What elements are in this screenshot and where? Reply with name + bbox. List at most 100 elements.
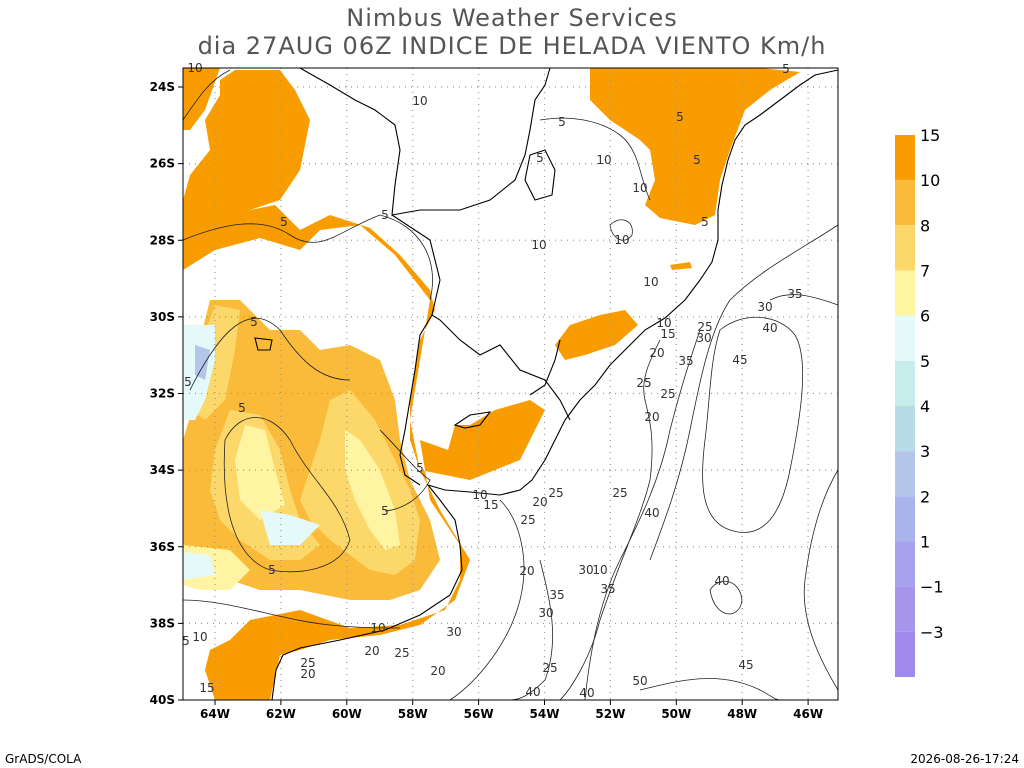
contour-label: 45 (732, 353, 747, 367)
contour-label: 5 (693, 153, 701, 167)
lat-label: 36S (150, 540, 175, 554)
colorbar-box (895, 315, 915, 361)
colorbar-label: 1 (920, 533, 930, 552)
colorbar-label: −1 (920, 578, 944, 597)
contour-label: 15 (660, 327, 675, 341)
lat-label: 24S (150, 80, 175, 94)
colorbar-label: 10 (920, 171, 940, 190)
lat-label: 30S (150, 310, 175, 324)
contour-label: 5 (381, 208, 389, 222)
contour-label: 20 (644, 410, 659, 424)
contour-label: 20 (649, 346, 664, 360)
contour-label: 15 (483, 498, 498, 512)
contour-label: 10 (632, 181, 647, 195)
contour-label: 10 (614, 233, 629, 247)
subtitle: dia 27AUG 06Z INDICE DE HELADA VIENTO Km… (198, 32, 827, 60)
coastline (254, 67, 839, 701)
contour-label: 10 (596, 153, 611, 167)
lon-label: 62W (266, 707, 296, 721)
colorbar-label: 4 (920, 397, 930, 416)
contour-label: 25 (612, 486, 627, 500)
contour-label: 25 (394, 646, 409, 660)
contour-label: 30 (578, 563, 593, 577)
contour-label: 25 (548, 486, 563, 500)
lat-label: 26S (150, 157, 175, 171)
contour-label: 5 (381, 504, 389, 518)
contours (182, 69, 839, 701)
colorbar-label: 7 (920, 262, 930, 281)
contour-label: 30 (538, 606, 553, 620)
contour-label: 20 (364, 644, 379, 658)
colorbar-box (895, 541, 915, 587)
colorbar: 15 10 8 7 6 5 4 3 2 1 −1 −3 (895, 126, 944, 677)
contour-label: 10 (472, 488, 487, 502)
lat-label: 32S (150, 387, 175, 401)
contour-label: 50 (632, 674, 647, 688)
contour-label: 25 (300, 656, 315, 670)
contour-label: 20 (300, 667, 315, 681)
contour-label: 40 (525, 685, 540, 699)
contour-label: 25 (542, 661, 557, 675)
contour-label: 10 (192, 630, 207, 644)
contour-label: 5 (676, 110, 684, 124)
contour-label: 10 (656, 316, 671, 330)
contour-label: 5 (250, 315, 258, 329)
contour-label: 5 (268, 563, 276, 577)
lon-label: 52W (595, 707, 625, 721)
colorbar-box (895, 496, 915, 542)
contour-label: 35 (787, 287, 802, 301)
contour-label: 5 (701, 215, 709, 229)
lon-label: 56W (464, 707, 494, 721)
contour-label: 45 (738, 658, 753, 672)
footer-left: GrADS/COLA (5, 752, 82, 766)
contour-label: 40 (714, 574, 729, 588)
contour-label: 25 (697, 320, 712, 334)
contour-label: 10 (531, 238, 546, 252)
contour-label: 10 (412, 94, 427, 108)
title: Nimbus Weather Services (346, 4, 677, 32)
contour-label: 40 (644, 506, 659, 520)
contour-label: 30 (696, 331, 711, 345)
contour-label: 5 (280, 215, 288, 229)
lon-label: 46W (793, 707, 823, 721)
axes: 24S 26S 28S 30S 32S 34S 36S 38S 40S 64W 62W 60W 58W 5… (150, 80, 823, 721)
contour-label: 5 (184, 375, 192, 389)
lon-label: 54W (530, 707, 560, 721)
contour-label: 20 (519, 564, 534, 578)
colorbar-box (895, 631, 915, 677)
colorbar-label: −3 (920, 623, 944, 642)
contour-label: 10 (592, 563, 607, 577)
colorbar-label: 3 (920, 442, 930, 461)
contour-label: 5 (182, 634, 190, 648)
contour-label: 30 (757, 300, 772, 314)
colorbar-box (895, 451, 915, 497)
lon-label: 64W (200, 707, 230, 721)
colorbar-box (895, 225, 915, 271)
lon-label: 50W (661, 707, 691, 721)
colorbar-box (895, 180, 915, 226)
colorbar-label: 5 (920, 352, 930, 371)
contour-label: 20 (430, 664, 445, 678)
lat-label: 38S (150, 616, 175, 630)
colorbar-label: 6 (920, 307, 930, 326)
lat-label: 34S (150, 463, 175, 477)
contour-label: 5 (416, 461, 424, 475)
contour-label: 30 (446, 625, 461, 639)
map-frame (182, 67, 839, 701)
shading (183, 68, 800, 700)
colorbar-label: 2 (920, 487, 930, 506)
contour-label: 35 (678, 354, 693, 368)
contour-label: 5 (536, 151, 544, 165)
contour-label: 10 (370, 621, 385, 635)
contour-label: 35 (600, 582, 615, 596)
contour-label: 35 (549, 588, 564, 602)
contour-label: 5 (558, 115, 566, 129)
lon-label: 60W (332, 707, 362, 721)
colorbar-label: 15 (920, 126, 940, 145)
contour-label: 15 (199, 681, 214, 695)
lon-label: 58W (398, 707, 428, 721)
contour-label: 20 (532, 495, 547, 509)
colorbar-box (895, 406, 915, 452)
